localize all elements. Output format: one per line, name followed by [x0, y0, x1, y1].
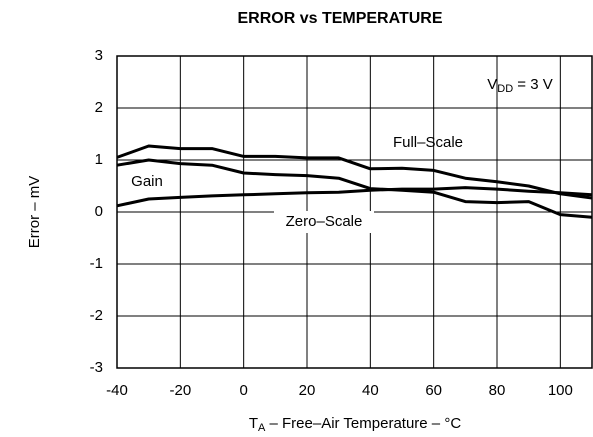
annotation-sub: DD [497, 83, 513, 95]
x-tick-label: 60 [425, 382, 442, 399]
x-tick-label: -20 [169, 382, 191, 399]
x-axis-label: TA – Free–Air Temperature – °C [249, 415, 461, 434]
annotation-main: V [487, 76, 497, 93]
y-tick-label: -3 [90, 359, 103, 376]
series-line [116, 158, 593, 219]
series-label: Full–Scale [393, 134, 463, 151]
x-tick-label: 40 [362, 382, 379, 399]
annotation-rest: = 3 V [513, 76, 553, 93]
x-label-rest: – Free–Air Temperature – °C [265, 415, 461, 432]
x-label-main: T [249, 415, 258, 432]
annotation: VDD = 3 V [487, 76, 553, 95]
y-tick-label: -2 [90, 307, 103, 324]
series-line [116, 186, 593, 208]
y-tick-label: 3 [95, 47, 103, 64]
y-tick-label: 2 [95, 99, 103, 116]
y-tick-label: -1 [90, 255, 103, 272]
y-axis-label: Error – mV [26, 176, 43, 249]
y-tick-label: 0 [95, 203, 103, 220]
label-background [274, 211, 374, 233]
chart-title: ERROR vs TEMPERATURE [237, 10, 442, 27]
x-tick-label: -40 [106, 382, 128, 399]
x-tick-label: 80 [489, 382, 506, 399]
x-tick-label: 0 [239, 382, 247, 399]
plot-frame [116, 55, 593, 369]
x-tick-label: 20 [299, 382, 316, 399]
x-label-sub: A [258, 422, 266, 434]
series-line [116, 144, 593, 200]
series-label: Zero–Scale [286, 213, 363, 230]
x-tick-label: 100 [548, 382, 573, 399]
series-label: Gain [131, 173, 163, 190]
y-tick-label: 1 [95, 151, 103, 168]
